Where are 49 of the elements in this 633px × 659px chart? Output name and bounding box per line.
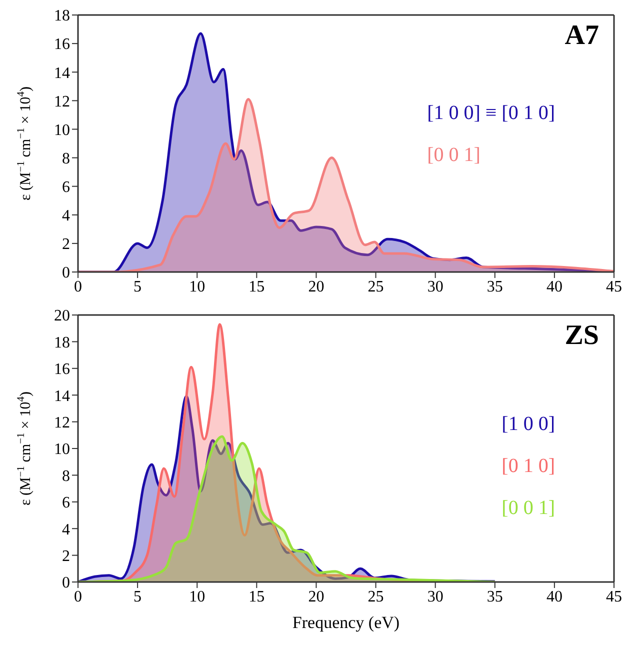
text: [1 0 0] ≡ [0 1 0] (427, 101, 555, 126)
x-tick-label: 30 (427, 588, 444, 606)
chart-title: A7 (564, 20, 599, 52)
y-tick-label: 0 (62, 574, 70, 592)
x-tick-label: 0 (74, 588, 82, 606)
x-tick-label: 15 (248, 278, 265, 296)
y-tick-label: 4 (62, 208, 70, 225)
text: [0 0 1] (427, 143, 482, 168)
y-tick-label: 6 (62, 179, 70, 196)
x-tick-label: 40 (546, 588, 562, 606)
text: [1 0 0] (502, 412, 555, 438)
x-tick-label: 35 (486, 278, 503, 296)
y-tick-label: 12 (54, 93, 70, 110)
y-tick-label: 18 (54, 8, 70, 25)
y-tick-label: 16 (54, 361, 70, 378)
x-tick-label: 20 (308, 588, 324, 606)
x-tick-label: 20 (308, 278, 324, 296)
y-tick-label: 8 (62, 468, 70, 485)
x-tick-label: 10 (189, 278, 206, 296)
y-tick-label: 10 (54, 122, 70, 139)
y-tick-label: 2 (62, 548, 70, 565)
y-tick-label: 10 (54, 441, 70, 458)
y-tick-label: 16 (54, 36, 70, 54)
y-tick-label: 12 (54, 414, 70, 432)
y-tick-label: 2 (62, 236, 70, 254)
y-tick-label: 4 (62, 521, 70, 538)
x-tick-label: 45 (606, 278, 622, 296)
x-tick-label: 15 (248, 588, 265, 606)
text: [0 1 0] (502, 454, 555, 480)
x-tick-label: 45 (606, 588, 622, 606)
chart-title: ZS (564, 320, 599, 352)
x-tick-label: 10 (189, 588, 206, 606)
x-tick-label: 40 (546, 278, 562, 296)
x-tick-label: 30 (427, 278, 444, 296)
x-tick-label: 25 (368, 278, 384, 296)
y-tick-label: 20 (54, 308, 70, 325)
x-axis-title: Frequency (eV) (292, 613, 400, 632)
y-tick-label: 14 (54, 388, 70, 405)
text: [0 0 1] (502, 496, 555, 522)
x-tick-label: 5 (134, 278, 142, 296)
y-tick-label: 8 (62, 150, 70, 168)
y-tick-label: 14 (54, 64, 70, 82)
x-tick-label: 25 (368, 588, 384, 606)
y-tick-label: 0 (62, 264, 70, 282)
x-tick-label: 0 (74, 278, 82, 296)
y-tick-label: 18 (54, 334, 70, 352)
x-tick-label: 5 (134, 588, 142, 606)
x-tick-label: 35 (486, 588, 503, 606)
y-tick-label: 6 (62, 494, 70, 512)
